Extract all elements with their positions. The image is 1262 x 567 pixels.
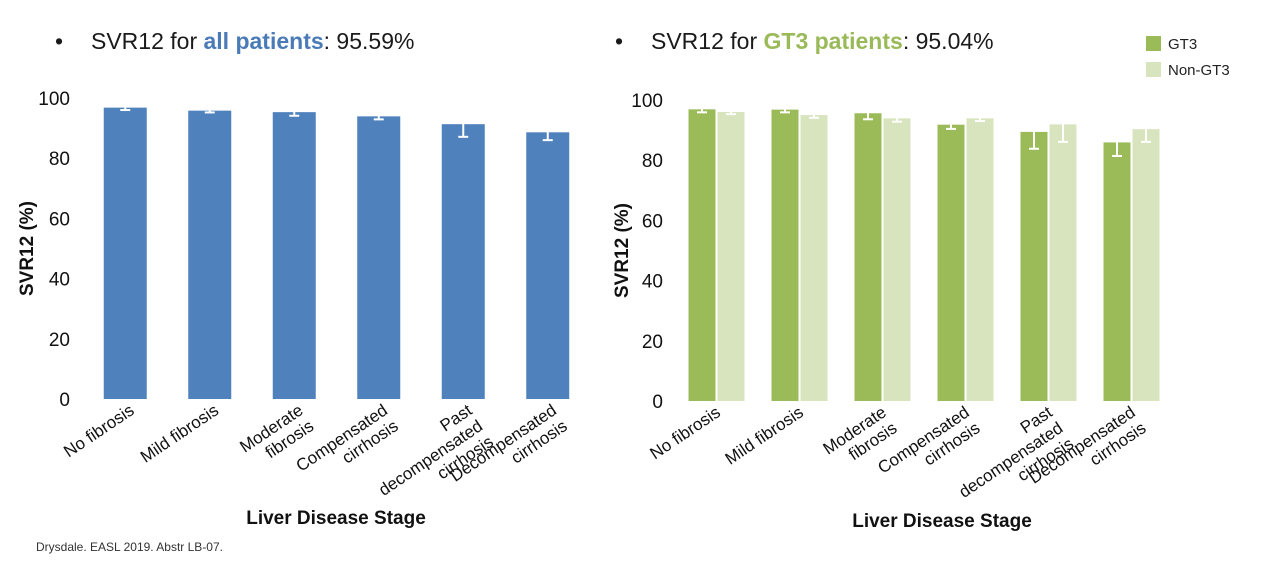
y-tick-label: 60 (49, 209, 70, 230)
error-bar (726, 109, 736, 116)
y-tick-label: 80 (49, 149, 70, 170)
error-bar (204, 108, 215, 114)
legend-label: GT3 (1168, 36, 1197, 53)
headline-highlight: all patients (203, 28, 324, 54)
bar (854, 113, 882, 401)
bullet-icon: • (615, 28, 624, 54)
bar (1132, 129, 1160, 401)
error-bar (1141, 118, 1151, 143)
error-bar (863, 108, 873, 121)
bar (188, 110, 232, 399)
bar (526, 132, 570, 399)
y-axis-title: SVR12 (%) (17, 201, 38, 296)
y-tick-label: 20 (642, 332, 663, 353)
y-tick-label: 0 (652, 392, 663, 413)
headline-all-patients: • SVR12 for all patients: 95.59% (55, 28, 414, 55)
citation: Drysdale. EASL 2019. Abstr LB-07. (36, 540, 223, 554)
bar (441, 124, 485, 399)
error-bar (1112, 131, 1122, 157)
error-bar (542, 124, 553, 142)
bar (103, 107, 147, 399)
error-bar (1029, 117, 1039, 150)
error-bar (458, 113, 469, 138)
legend-swatch (1146, 36, 1161, 51)
legend-label: Non-GT3 (1168, 62, 1230, 79)
bar (800, 115, 828, 402)
bar (1049, 124, 1077, 402)
y-tick-label: 100 (631, 91, 663, 112)
legend-swatch (1146, 62, 1161, 77)
bar (1020, 131, 1048, 401)
bar (357, 116, 401, 400)
headline-prefix: SVR12 for (651, 28, 764, 54)
error-bar (697, 105, 707, 114)
bar (883, 118, 911, 402)
x-tick-label: No fibrosis (60, 401, 137, 462)
y-tick-label: 100 (38, 89, 70, 110)
headline-suffix: : 95.04% (902, 28, 994, 54)
y-tick-label: 0 (59, 390, 70, 411)
bar (937, 124, 965, 401)
error-bar (892, 114, 902, 123)
bar (272, 112, 316, 399)
error-bar (946, 120, 956, 130)
bar (771, 109, 799, 401)
bar (688, 109, 716, 402)
error-bar (780, 105, 790, 114)
x-tick-label: Mild fibrosis (137, 401, 222, 467)
error-bar (120, 104, 131, 112)
x-tick-label: Mild fibrosis (722, 403, 807, 469)
error-bar (1058, 112, 1068, 143)
headline-gt3-patients: • SVR12 for GT3 patients: 95.04% (615, 28, 994, 55)
x-axis-title: Liver Disease Stage (246, 508, 426, 529)
y-tick-label: 40 (49, 270, 70, 291)
legend: GT3 Non-GT3 (1146, 36, 1230, 79)
error-bar (289, 109, 300, 117)
y-tick-label: 60 (642, 211, 663, 232)
x-axis-title: Liver Disease Stage (852, 511, 1032, 532)
bullet-icon: • (55, 28, 64, 54)
y-tick-label: 40 (642, 272, 663, 293)
headline-prefix: SVR12 for (91, 28, 204, 54)
error-bar (373, 112, 384, 121)
error-bar (975, 114, 985, 123)
y-axis-title: SVR12 (%) (612, 203, 633, 298)
error-bar (809, 111, 819, 119)
bar (717, 112, 745, 401)
headline-suffix: : 95.59% (323, 28, 415, 54)
y-tick-label: 80 (642, 151, 663, 172)
y-tick-label: 20 (49, 330, 70, 351)
bar (966, 118, 994, 402)
bar (1103, 142, 1131, 402)
headline-highlight: GT3 patients (763, 28, 903, 54)
